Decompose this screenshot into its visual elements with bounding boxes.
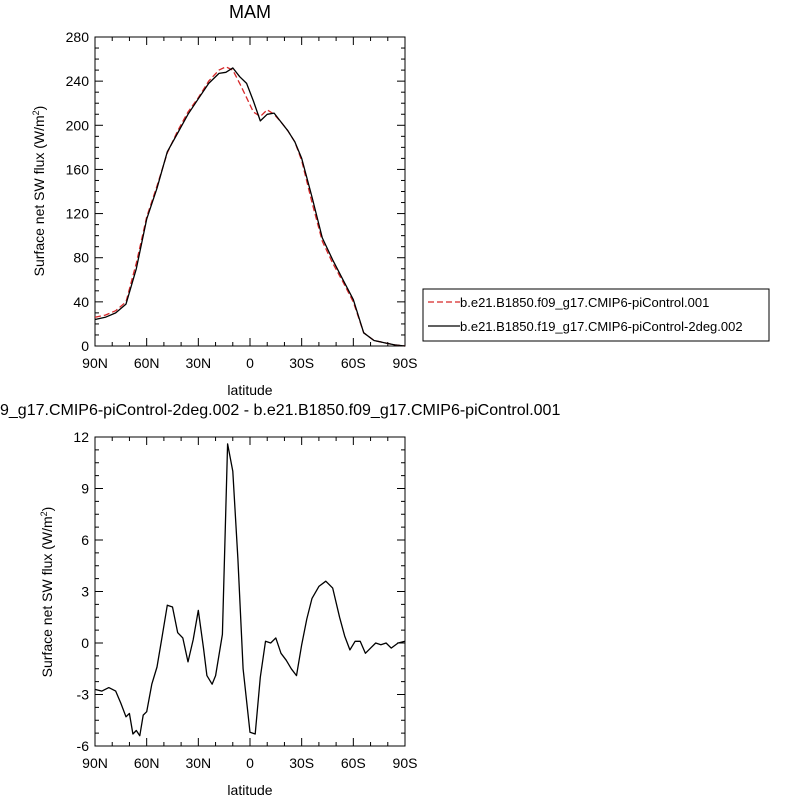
top-y-tick-label: 200 <box>66 117 90 133</box>
top-series-lines <box>94 66 406 347</box>
bottom-x-tick-label: 90N <box>82 755 108 771</box>
top-plot-frame <box>94 36 406 347</box>
bottom-series-line-1 <box>94 443 406 737</box>
bottom-x-tick-label: 30S <box>289 755 314 771</box>
legend: b.e21.B1850.f09_g17.CMIP6-piControl.001 … <box>422 288 770 342</box>
bottom-axes: 90N 60N 30N 0 30S 60S 90S -6 -3 0 3 6 9 12 <box>73 429 417 771</box>
top-y-axis-label-sup: 2 <box>31 110 41 115</box>
bottom-y-tick-label: 12 <box>73 429 89 445</box>
legend-box <box>422 288 770 342</box>
top-x-axis-label: latitude <box>227 382 272 398</box>
top-y-tick-label: 0 <box>81 338 89 354</box>
bottom-x-tick-label: 30N <box>185 755 211 771</box>
bottom-x-axis-label: latitude <box>227 782 272 798</box>
top-y-axis-label: Surface net SW flux (W/m2) <box>31 106 47 277</box>
bottom-y-axis-label-end: ) <box>39 507 55 512</box>
top-x-tick-label: 30S <box>289 355 314 371</box>
top-x-tick-label: 60N <box>134 355 160 371</box>
bottom-x-tick-label: 60S <box>341 755 366 771</box>
top-y-tick-label: 40 <box>73 294 89 310</box>
top-chart: MAM 90N 60N 30N 0 30S 60S 90S 0 40 80 120 160 200 240… <box>31 2 770 398</box>
bottom-y-axis-label-sup: 2 <box>39 511 49 516</box>
top-x-tick-label: 60S <box>341 355 366 371</box>
top-y-tick-label: 280 <box>66 29 90 45</box>
bottom-y-axis-label: Surface net SW flux (W/m2) <box>39 507 55 678</box>
top-series-line-1 <box>94 66 406 347</box>
top-series-line-2 <box>94 67 406 347</box>
top-axes: 90N 60N 30N 0 30S 60S 90S 0 40 80 120 160 200 240 280 <box>66 29 418 371</box>
bottom-x-tick-label: 90S <box>393 755 418 771</box>
top-x-tick-label: 90S <box>393 355 418 371</box>
legend-label-series-2: b.e21.B1850.f19_g17.CMIP6-piControl-2deg… <box>460 319 743 334</box>
top-chart-title: MAM <box>229 2 271 22</box>
bottom-y-tick-label: -6 <box>77 738 90 754</box>
bottom-y-tick-label: 9 <box>81 481 89 497</box>
bottom-y-axis-label-main: Surface net SW flux (W/m <box>39 516 55 677</box>
bottom-y-tick-label: 3 <box>81 584 89 600</box>
top-x-tick-label: 30N <box>185 355 211 371</box>
top-y-tick-label: 120 <box>66 206 90 222</box>
bottom-chart-title: 9_g17.CMIP6-piControl-2deg.002 - b.e21.B… <box>0 402 560 419</box>
bottom-y-tick-label: 6 <box>81 532 89 548</box>
legend-label-series-1: b.e21.B1850.f09_g17.CMIP6-piControl.001 <box>460 295 709 310</box>
top-y-axis-label-main: Surface net SW flux (W/m <box>31 115 47 276</box>
bottom-x-tick-label: 60N <box>134 755 160 771</box>
bottom-x-tick-label: 0 <box>246 755 254 771</box>
bottom-y-tick-label: -3 <box>77 687 90 703</box>
top-y-tick-label: 80 <box>73 250 89 266</box>
top-x-tick-label: 0 <box>246 355 254 371</box>
bottom-chart: 9_g17.CMIP6-piControl-2deg.002 - b.e21.B… <box>0 402 560 798</box>
bottom-plot-frame <box>94 436 406 747</box>
top-y-axis-label-end: ) <box>31 106 47 111</box>
top-y-tick-label: 240 <box>66 73 90 89</box>
top-x-tick-label: 90N <box>82 355 108 371</box>
bottom-y-tick-label: 0 <box>81 635 89 651</box>
bottom-series-lines <box>94 443 406 737</box>
top-y-tick-label: 160 <box>66 161 90 177</box>
